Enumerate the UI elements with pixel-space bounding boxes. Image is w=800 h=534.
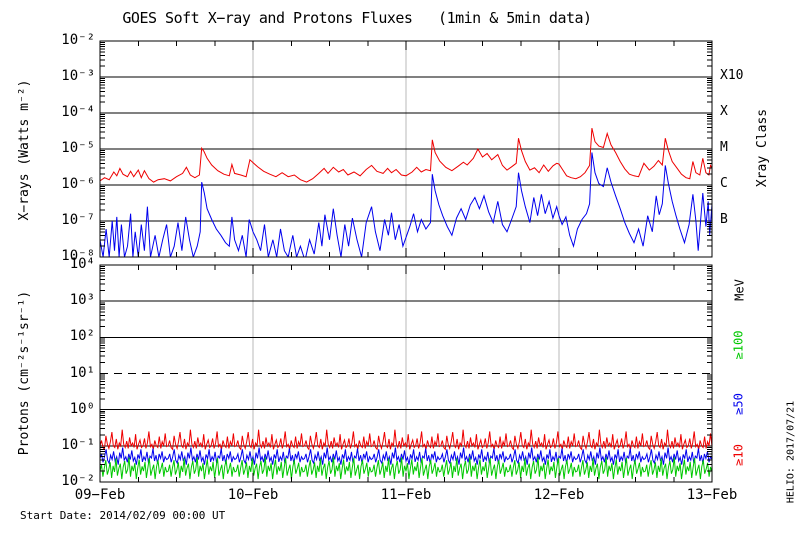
xray-long-1min-curve xyxy=(100,127,712,183)
proton-flux-ytick-10²: 10² xyxy=(69,328,95,345)
proton-flux-ytick-10¹: 10¹ xyxy=(69,364,95,381)
protons-y-axis-label: Protons (cm⁻²s⁻¹sr⁻¹) xyxy=(16,290,32,456)
xray-class-label-b: B xyxy=(720,212,728,227)
xtick-label-10−Feb: 10−Feb xyxy=(227,487,279,503)
xray-short-1min-curve xyxy=(100,152,712,257)
xray-y-axis-label: X−rays (Watts m⁻²) xyxy=(16,79,32,221)
proton-flux-ytick-10⁻²: 10⁻² xyxy=(61,473,95,489)
proton-flux-ytick-10⁴: 10⁴ xyxy=(69,256,95,272)
proton-flux-ytick-10⁻¹: 10⁻¹ xyxy=(61,436,95,453)
xray-class-label-x10: X10 xyxy=(720,68,744,83)
xray-class-label-x: X xyxy=(720,104,728,119)
page-title: GOES Soft X−ray and Protons Fluxes (1min… xyxy=(122,9,592,27)
xray-class-label-m: M xyxy=(720,140,728,155)
xray-flux-ytick-10⁻⁵: 10⁻⁵ xyxy=(61,140,95,156)
xtick-label-11−Feb: 11−Feb xyxy=(380,487,432,503)
proton-energy-label-ge50: ≥50 xyxy=(731,393,746,416)
xray-flux-ytick-10⁻⁷: 10⁻⁷ xyxy=(61,212,95,228)
proton-energy-label-ge10: ≥10 xyxy=(731,444,746,466)
protons-ge50mev-curve xyxy=(100,447,712,465)
xray-class-label-c: C xyxy=(720,176,728,191)
xray-flux-ytick-10⁻⁴: 10⁻⁴ xyxy=(61,104,95,120)
start-date-label: Start Date: 2014/02/09 00:00 UT xyxy=(20,509,226,522)
xray-class-axis-title: Xray Class xyxy=(754,108,770,188)
xray-flux-ytick-10⁻⁸: 10⁻⁸ xyxy=(61,248,95,264)
protons-ge100mev-curve xyxy=(100,457,712,480)
proton-energy-label-ge100: ≥100 xyxy=(731,330,746,360)
helio-date-watermark: HELIO: 2017/07/21 xyxy=(785,400,797,504)
xtick-label-09−Feb: 09−Feb xyxy=(74,487,126,503)
xray-flux-ytick-10⁻³: 10⁻³ xyxy=(61,68,95,84)
proton-flux-ytick-10³: 10³ xyxy=(69,292,95,309)
xtick-label-13−Feb: 13−Feb xyxy=(686,487,738,503)
xray-flux-ytick-10⁻²: 10⁻² xyxy=(61,32,95,48)
protons-ge10mev-curve xyxy=(100,429,712,451)
xray-flux-ytick-10⁻⁶: 10⁻⁶ xyxy=(61,176,95,192)
proton-flux-ytick-10⁰: 10⁰ xyxy=(69,400,95,417)
mev-axis-title: MeV xyxy=(732,279,747,301)
xtick-label-12−Feb: 12−Feb xyxy=(533,487,585,503)
